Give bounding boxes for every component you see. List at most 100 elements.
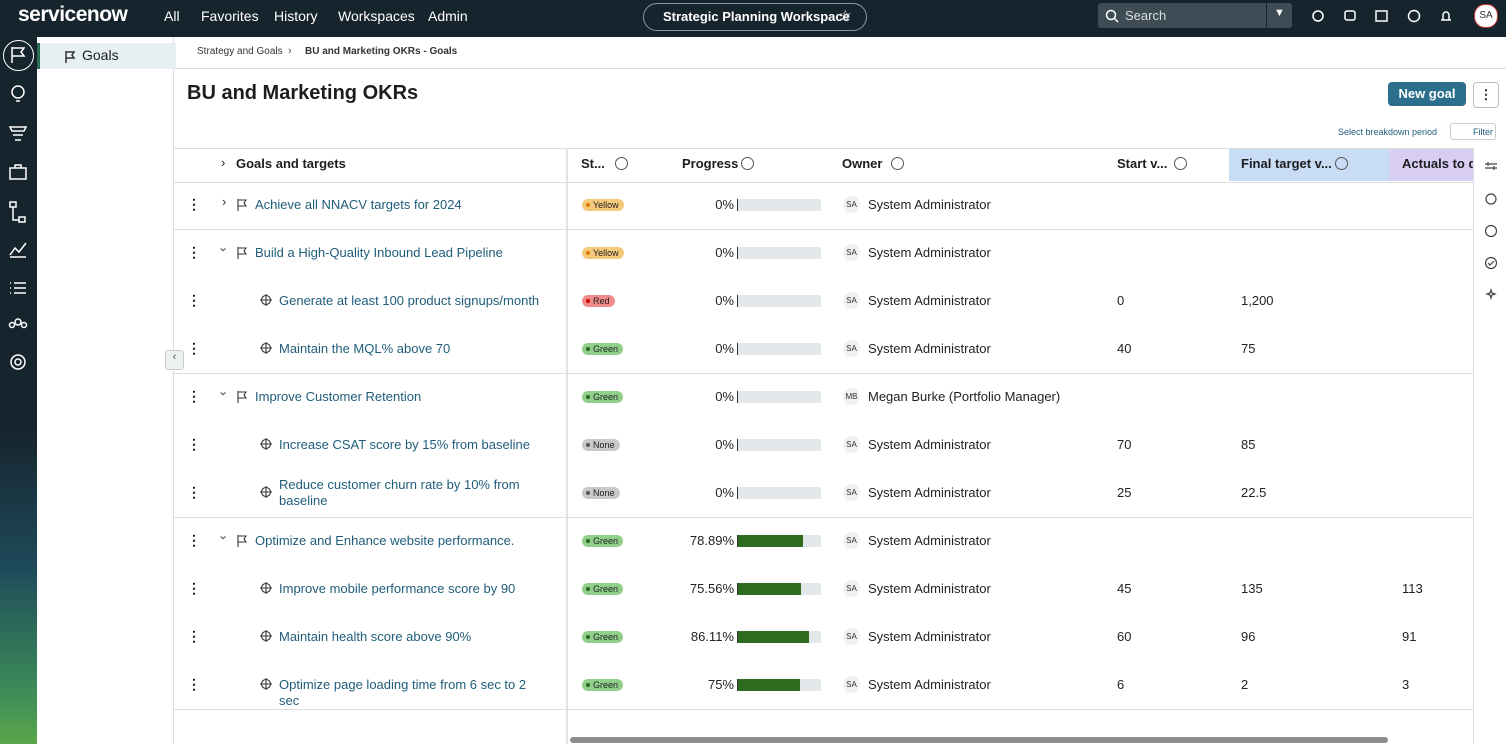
row-toggle[interactable]: › [216, 535, 232, 540]
top-nav: servicenow All Favorites History Workspa… [0, 0, 1506, 37]
progress-label: 0% [715, 293, 734, 308]
goals-item[interactable]: Goals [37, 43, 176, 69]
owner-name[interactable]: System Administrator [868, 293, 991, 308]
rail-active[interactable] [3, 40, 34, 71]
row-toggle[interactable]: › [216, 391, 232, 396]
header-highlight [1389, 149, 1473, 181]
start-value: 45 [1117, 581, 1132, 596]
page-title: BU and Marketing OKRs [187, 82, 419, 104]
owner-avatar: SA [843, 484, 860, 501]
target-name[interactable]: Optimize page loading time from 6 sec to… [279, 677, 527, 708]
logo[interactable]: servicenow [18, 3, 128, 26]
progress-track [737, 343, 821, 355]
nav-icons [1312, 9, 1451, 23]
target-name[interactable]: Maintain the MQL% above 70 [279, 341, 451, 356]
header-highlight [1229, 149, 1389, 181]
row-menu[interactable]: ⋮ [187, 676, 201, 692]
owner-name[interactable]: System Administrator [868, 437, 991, 452]
owner-name[interactable]: System Administrator [868, 485, 991, 500]
nav-item[interactable]: Admin [428, 8, 468, 24]
start-value: 25 [1117, 485, 1132, 500]
target-value: 22.5 [1241, 485, 1267, 500]
scrollbar[interactable] [570, 737, 1388, 743]
target-value: 1,200 [1241, 293, 1274, 308]
row-menu[interactable]: ⋮ [187, 580, 201, 596]
workspace-pill[interactable]: Strategic Planning Workspace ☆ [643, 3, 867, 31]
row-toggle[interactable]: › [216, 247, 232, 252]
star-icon[interactable]: ☆ [839, 7, 852, 23]
actual-value: 91 [1402, 629, 1417, 644]
owner-name[interactable]: System Administrator [868, 341, 991, 356]
new-goal-button[interactable]: New goal [1388, 82, 1466, 106]
status-pill: Green [582, 631, 624, 643]
side-panel: Goals [37, 37, 176, 744]
progress-track [737, 247, 821, 259]
breadcrumb-sep: › [288, 45, 292, 57]
actual-value: 113 [1402, 581, 1423, 596]
start-value: 70 [1117, 437, 1132, 452]
workspace-name: Strategic Planning Workspace [663, 9, 850, 24]
target-icon [260, 630, 272, 642]
goal-name[interactable]: Optimize and Enhance website performance… [255, 533, 515, 548]
row-menu[interactable]: ⋮ [187, 388, 201, 404]
progress-label: 0% [715, 389, 734, 404]
target-value: 2 [1241, 677, 1249, 692]
expand-all[interactable]: › [221, 155, 226, 170]
owner-name[interactable]: System Administrator [868, 677, 991, 692]
row-menu[interactable]: ⋮ [187, 196, 201, 212]
collapse-button[interactable]: ‹ [165, 350, 184, 370]
owner-avatar: MB [843, 388, 860, 405]
table-row: ⋮ Optimize page loading time from 6 sec t… [174, 661, 1473, 710]
target-value: 135 [1241, 581, 1263, 596]
row-toggle[interactable]: › [222, 194, 227, 209]
nav-item[interactable]: All [164, 8, 180, 24]
target-name[interactable]: Improve mobile performance score by 90 [279, 581, 516, 596]
target-name[interactable]: Maintain health score above 90% [279, 629, 472, 644]
owner-name[interactable]: System Administrator [868, 629, 991, 644]
target-name[interactable]: Generate at least 100 product signups/mo… [279, 293, 540, 308]
actual-value: 3 [1402, 677, 1410, 692]
row-menu[interactable]: ⋮ [187, 436, 201, 452]
row-menu[interactable]: ⋮ [187, 532, 201, 548]
filter-button[interactable]: Filter [1450, 123, 1496, 140]
row-menu[interactable]: ⋮ [187, 628, 201, 644]
goal-name[interactable]: Achieve all NNACV targets for 2024 [255, 197, 462, 212]
info-icon [1174, 157, 1187, 170]
table-row: ⋮ › Optimize and Enhance website performan… [174, 517, 1473, 565]
flag-icon [65, 51, 76, 63]
search-box[interactable]: Search ▼ [1098, 3, 1292, 28]
table: Goals and targets St... Progress Owner Start… [174, 148, 1473, 744]
progress-label: 75.56% [689, 581, 734, 596]
goal-name[interactable]: Build a High-Quality Inbound Lead Pipeli… [255, 245, 503, 260]
owner-name[interactable]: System Administrator [868, 533, 991, 548]
progress-track [737, 439, 821, 451]
nav-item[interactable]: Favorites [201, 8, 259, 24]
breakdown-link[interactable]: Select breakdown period [1338, 127, 1438, 137]
column-header: Owner [842, 156, 883, 171]
info-icon [891, 157, 904, 170]
start-value: 0 [1117, 293, 1125, 308]
dropdown[interactable]: ▼ [1274, 7, 1285, 19]
breadcrumb-link[interactable]: Strategy and Goals [197, 46, 283, 57]
owner-name[interactable]: System Administrator [868, 581, 991, 596]
row-menu[interactable]: ⋮ [187, 340, 201, 356]
row-menu[interactable]: ⋮ [187, 244, 201, 260]
breadcrumb-current: BU and Marketing OKRs - Goals [305, 46, 458, 57]
owner-name[interactable]: System Administrator [868, 197, 991, 212]
user-avatar[interactable]: SA [1474, 4, 1498, 28]
table-row: ⋮ Reduce customer churn rate by 10% from … [174, 469, 1473, 518]
goal-name[interactable]: Improve Customer Retention [255, 389, 422, 404]
row-menu[interactable]: ⋮ [187, 484, 201, 500]
owner-name[interactable]: Megan Burke (Portfolio Manager) [868, 389, 1061, 404]
owner-avatar: SA [843, 196, 860, 213]
column-header: Start v... [1117, 156, 1168, 171]
nav-item[interactable]: Workspaces [338, 8, 415, 24]
row-menu[interactable]: ⋮ [187, 292, 201, 308]
target-name[interactable]: Reduce customer churn rate by 10% from b… [279, 477, 520, 508]
more-button[interactable]: ⋮ [1473, 82, 1499, 108]
owner-name[interactable]: System Administrator [868, 245, 991, 260]
target-icon [260, 486, 272, 498]
nav-item[interactable]: History [274, 8, 318, 24]
target-name[interactable]: Increase CSAT score by 15% from baseline [279, 437, 530, 452]
